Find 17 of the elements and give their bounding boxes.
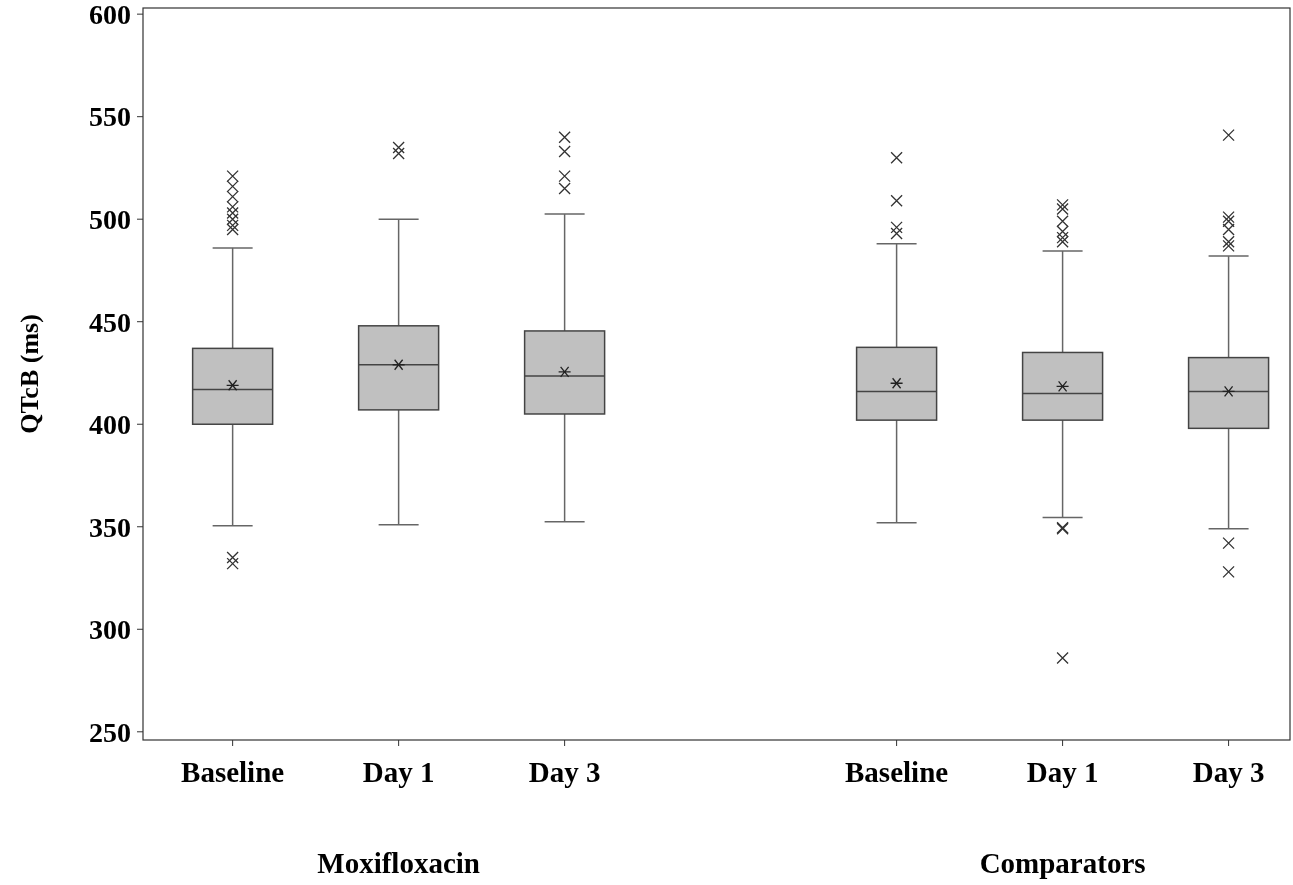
- y-tick-label: 600: [89, 0, 131, 30]
- x-tick-label: Day 1: [362, 756, 435, 788]
- y-tick-label: 400: [89, 409, 131, 441]
- y-tick-label: 350: [89, 511, 131, 543]
- x-tick-label: Baseline: [181, 756, 285, 788]
- y-tick-label: 300: [89, 614, 131, 646]
- x-tick-label: Day 1: [1026, 756, 1099, 788]
- y-axis-title: QTcB (ms): [15, 314, 44, 434]
- y-tick-label: 500: [89, 203, 131, 235]
- y-tick-label: 450: [89, 306, 131, 338]
- x-tick-label: Day 3: [528, 756, 601, 788]
- y-tick-label: 250: [89, 716, 131, 748]
- y-tick-label: 550: [89, 101, 131, 133]
- x-tick-label: Baseline: [845, 756, 949, 788]
- text: Comparators: [979, 847, 1146, 879]
- text: Moxifloxacin: [317, 847, 480, 879]
- x-tick-label: Day 3: [1192, 756, 1265, 788]
